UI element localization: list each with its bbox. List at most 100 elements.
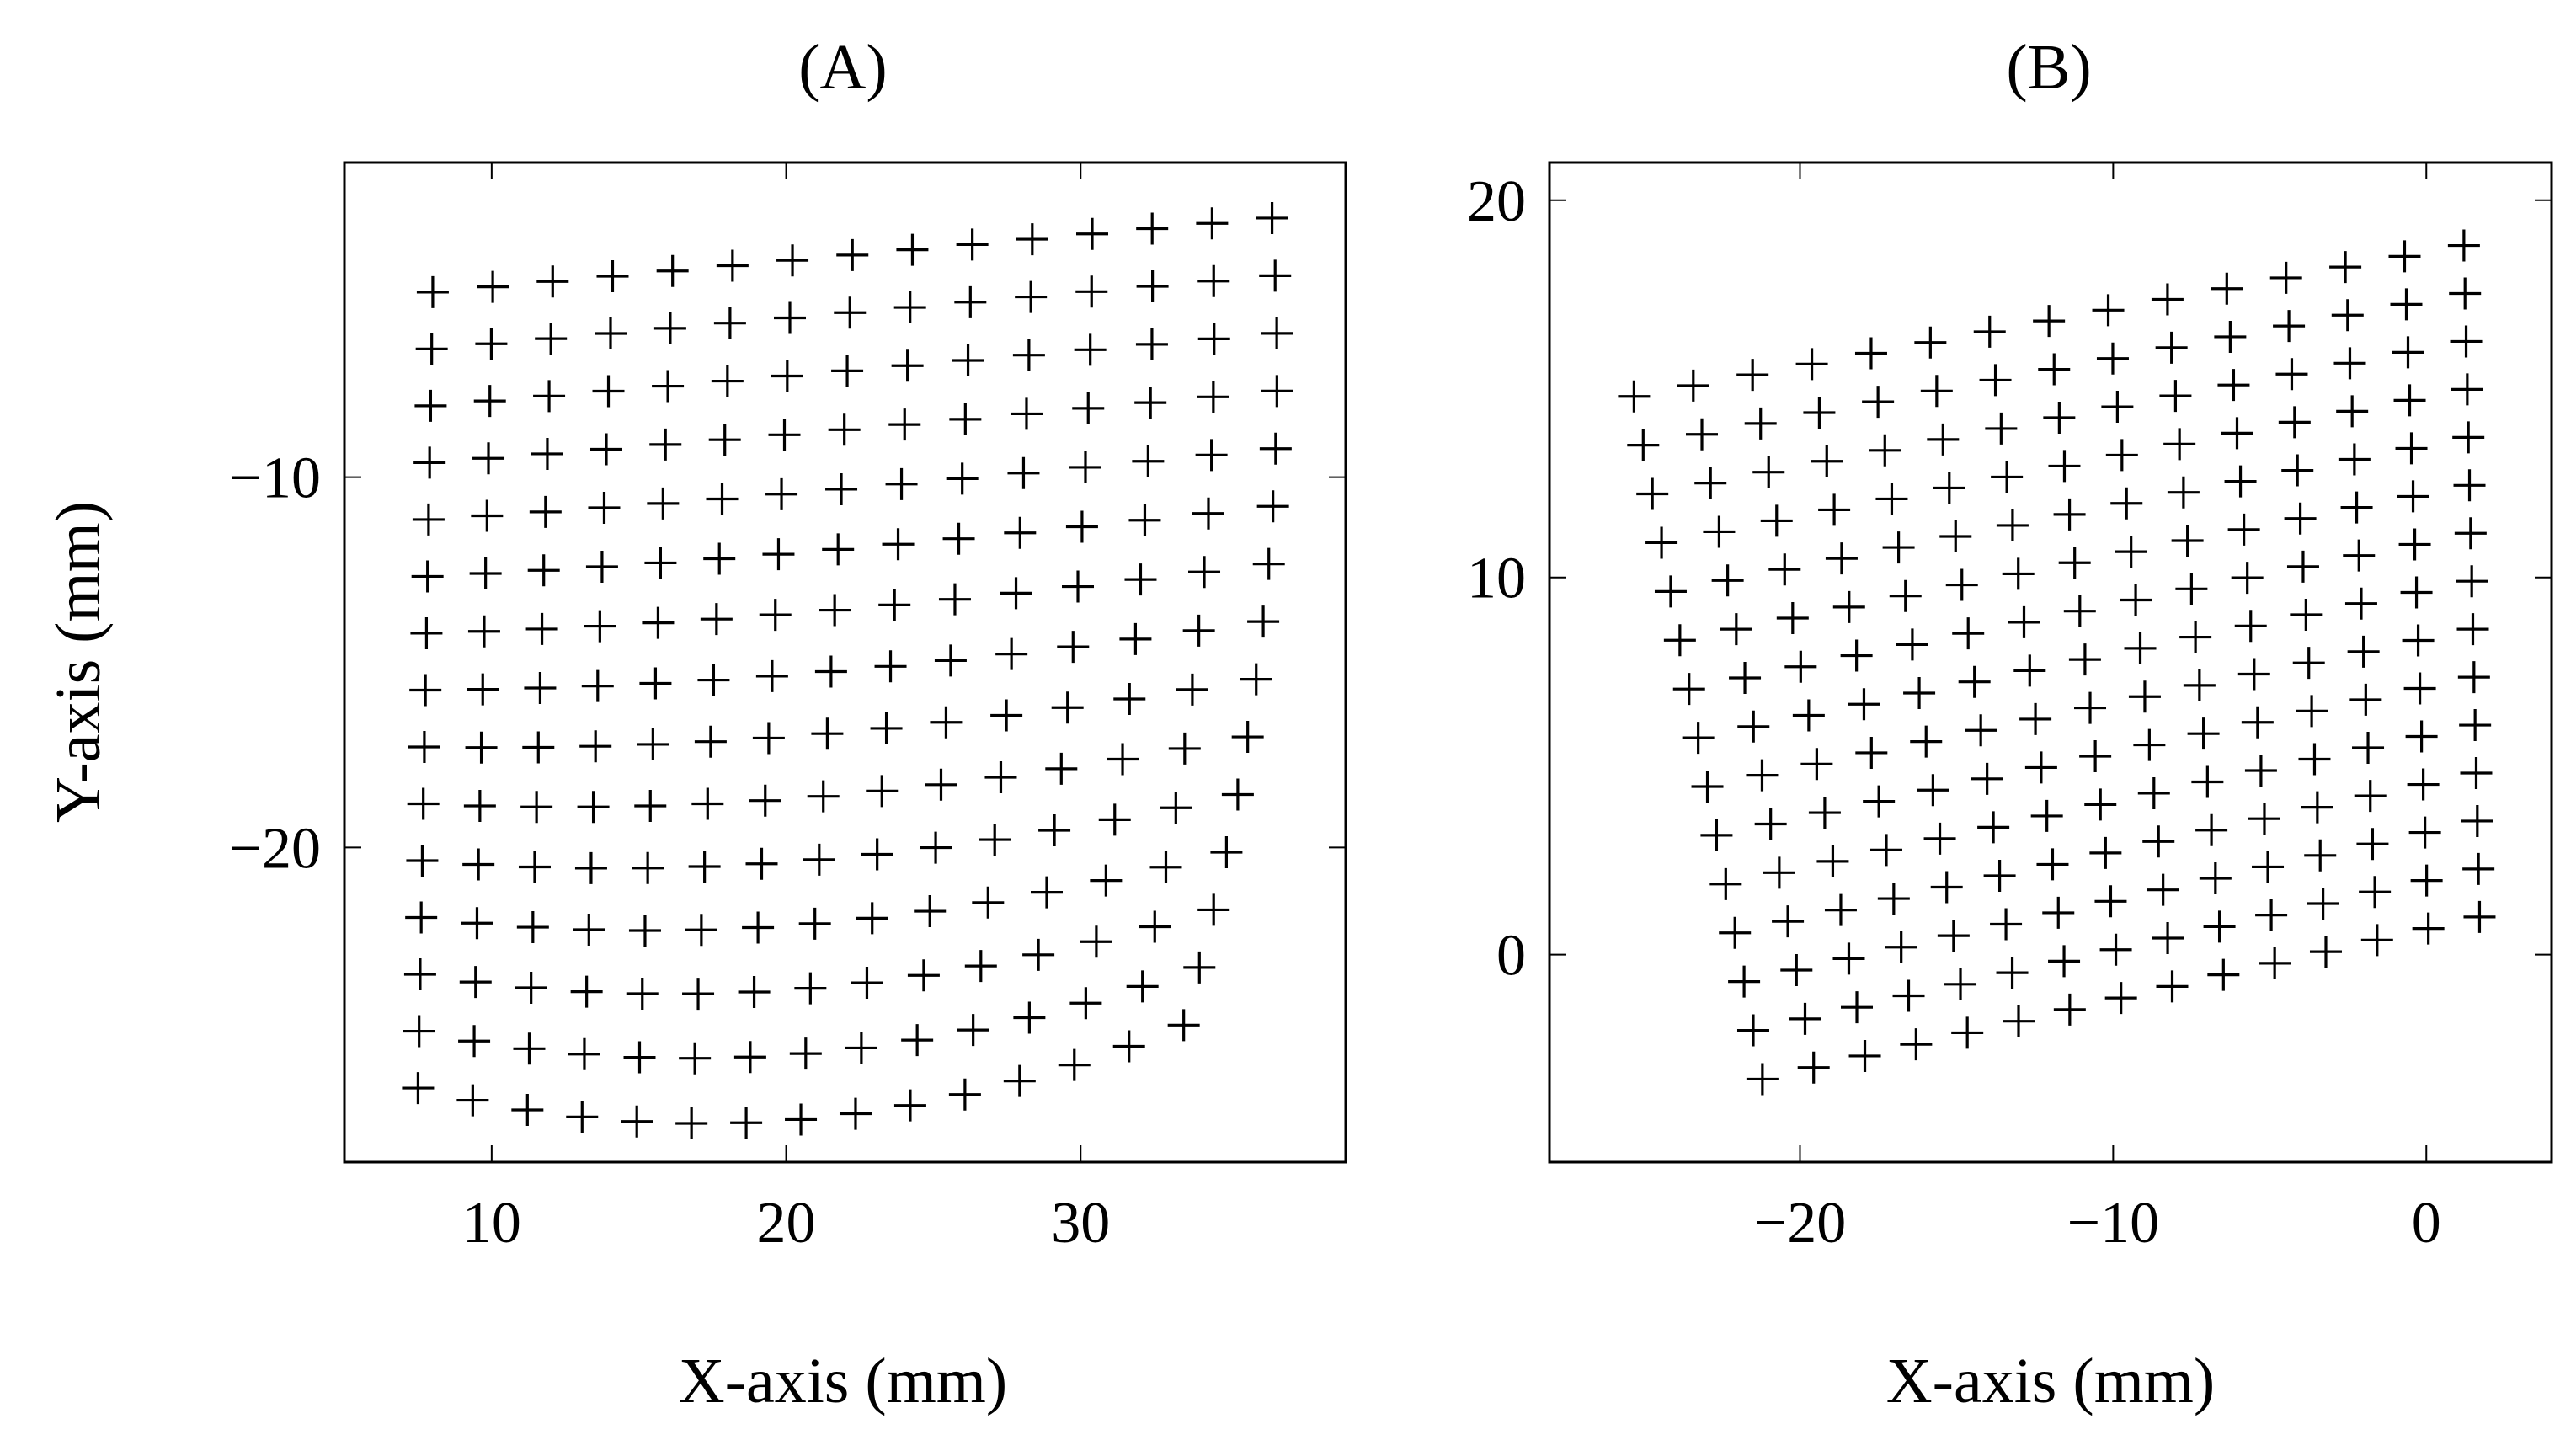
panel-a-chart: (A) 10 20 30 −10 −20 X-axis (mm) Y-axis (mm): [43, 32, 1347, 1416]
panel-a-grid-point: [467, 615, 500, 648]
panel-b-grid-point: [2450, 325, 2483, 358]
panel-a-x-tick-label: 10: [462, 1191, 521, 1256]
panel-b-grid-point: [2183, 669, 2216, 701]
panel-a-grid-point: [711, 365, 744, 397]
panel-a-grid-point: [1090, 864, 1123, 897]
panel-b-grid-point: [2392, 336, 2424, 369]
panel-a-grid-point: [713, 307, 746, 339]
panel-b-grid-point: [1711, 564, 1744, 597]
panel-b-grid-point: [1627, 429, 1660, 461]
panel-b-plot-frame: [1548, 161, 2553, 1164]
panel-b-grid-point: [2151, 283, 2184, 316]
panel-b-grid-point: [2352, 732, 2385, 765]
panel-a-grid-point: [533, 380, 566, 413]
panel-a-grid-point: [1045, 752, 1078, 785]
panel-b-grid-point: [2255, 899, 2288, 931]
panel-b-grid-point: [1694, 467, 1727, 499]
panel-a-grid-point: [946, 462, 979, 495]
panel-a-grid-point: [949, 403, 982, 435]
panel-b-grid-point: [2397, 480, 2429, 513]
panel-b-grid-point: [1792, 699, 1825, 732]
panel-b-grid-point: [2048, 945, 2081, 978]
panel-b-grid-point: [2284, 502, 2317, 535]
panel-a-grid-point: [1075, 275, 1108, 308]
panel-b-grid-point: [2459, 709, 2492, 742]
panel-b-grid-point: [2079, 740, 2112, 773]
panel-a-grid-point: [920, 831, 952, 864]
panel-b-grid-point: [2214, 320, 2247, 353]
panel-a-grid-point: [1136, 212, 1169, 245]
panel-a-grid-point: [1012, 339, 1045, 371]
panel-b-grid-point: [1672, 673, 1705, 706]
panel-b-grid-point: [2460, 756, 2493, 789]
panel-b-grid-point: [1719, 916, 1752, 949]
panel-b-grid-point: [2447, 229, 2480, 262]
panel-b-grid-point: [1677, 369, 1709, 402]
panel-b-grid-point: [1840, 639, 1873, 672]
panel-b-y-tick-label: 0: [1496, 924, 1526, 989]
panel-b-grid-point: [1991, 461, 2024, 493]
panel-b-grid-point: [1930, 871, 1963, 904]
panel-a-grid-point: [901, 1024, 934, 1057]
panel-a-grid-point: [738, 976, 771, 1008]
panel-b-grid-point: [2171, 524, 2204, 557]
panel-b-grid-point: [2286, 550, 2319, 583]
panel-b-grid-point: [2211, 272, 2243, 305]
panel-a-grid-point: [411, 560, 444, 593]
panel-b-grid-point: [2338, 443, 2371, 476]
panel-b-grid-point: [2019, 702, 2052, 735]
panel-b-grid-point: [2002, 557, 2035, 590]
panel-b-grid-point: [2175, 573, 2208, 605]
panel-b-grid-point: [2008, 605, 2040, 638]
panel-b-grid-point: [2003, 1005, 2035, 1037]
panel-b-grid-point: [2074, 691, 2107, 724]
panel-b-grid-point: [2307, 887, 2339, 920]
panel-b-grid-point: [1944, 968, 1977, 1000]
panel-b-grid-point: [1760, 504, 1793, 537]
panel-a-grid-point: [656, 254, 689, 287]
panel-a-grid-point: [574, 851, 607, 884]
panel-a-grid-point: [1076, 217, 1108, 250]
panel-a-grid-point: [1167, 1009, 1200, 1042]
panel-b-grid-point: [1877, 883, 1910, 915]
panel-b-grid-point: [1952, 617, 1985, 650]
panel-a-grid-point: [477, 270, 509, 303]
panel-a-grid-point: [952, 344, 984, 376]
panel-a-x-tick-label: 30: [1051, 1191, 1110, 1256]
panel-b-grid-point: [2329, 251, 2362, 284]
panel-a-grid-point: [1022, 938, 1055, 971]
panel-a-grid-point: [825, 472, 858, 505]
panel-b-grid-point: [1784, 650, 1817, 683]
panel-b-grid-point: [1945, 568, 1978, 601]
panel-b-grid-point: [2278, 406, 2311, 439]
panel-a-grid-point: [762, 538, 795, 571]
panel-a-grid-point: [1007, 456, 1040, 489]
panel-b-grid-point: [2068, 643, 2101, 676]
panel-a-grid-point: [885, 467, 918, 500]
panel-b-grid-point: [2400, 576, 2433, 609]
panel-b-x-axis-label: X-axis (mm): [1886, 1346, 2215, 1416]
panel-b-grid-point: [2402, 624, 2435, 657]
panel-b-grid-point: [1729, 661, 1762, 694]
panel-a-grid-point: [403, 958, 436, 991]
panel-a-grid-point: [839, 1097, 872, 1130]
panel-b-grid-point: [1686, 418, 1718, 451]
panel-a-grid-point: [752, 722, 785, 755]
panel-b-grid-point: [2410, 864, 2443, 897]
panel-a-grid-point: [1015, 280, 1048, 313]
panel-b-x-tick-label: −20: [1754, 1191, 1846, 1256]
panel-a-grid-point: [1176, 673, 1208, 706]
panel-b-grid-point: [1862, 386, 1895, 419]
panel-b-grid-point: [1832, 590, 1865, 623]
panel-a-grid-point: [458, 1025, 491, 1058]
panel-b-y-tick-label: 20: [1467, 169, 1526, 234]
panel-b-grid-point: [2155, 331, 2188, 364]
panel-b-grid-point: [2142, 825, 2175, 858]
panel-a-grid-point: [1010, 397, 1043, 430]
panel-b-grid-point: [2048, 450, 2081, 483]
panel-a-x-tick-label: 20: [757, 1191, 816, 1256]
panel-b-grid-point: [2030, 799, 2063, 832]
panel-a-grid-point: [623, 1041, 656, 1074]
panel-b-grid-point: [2340, 491, 2373, 524]
